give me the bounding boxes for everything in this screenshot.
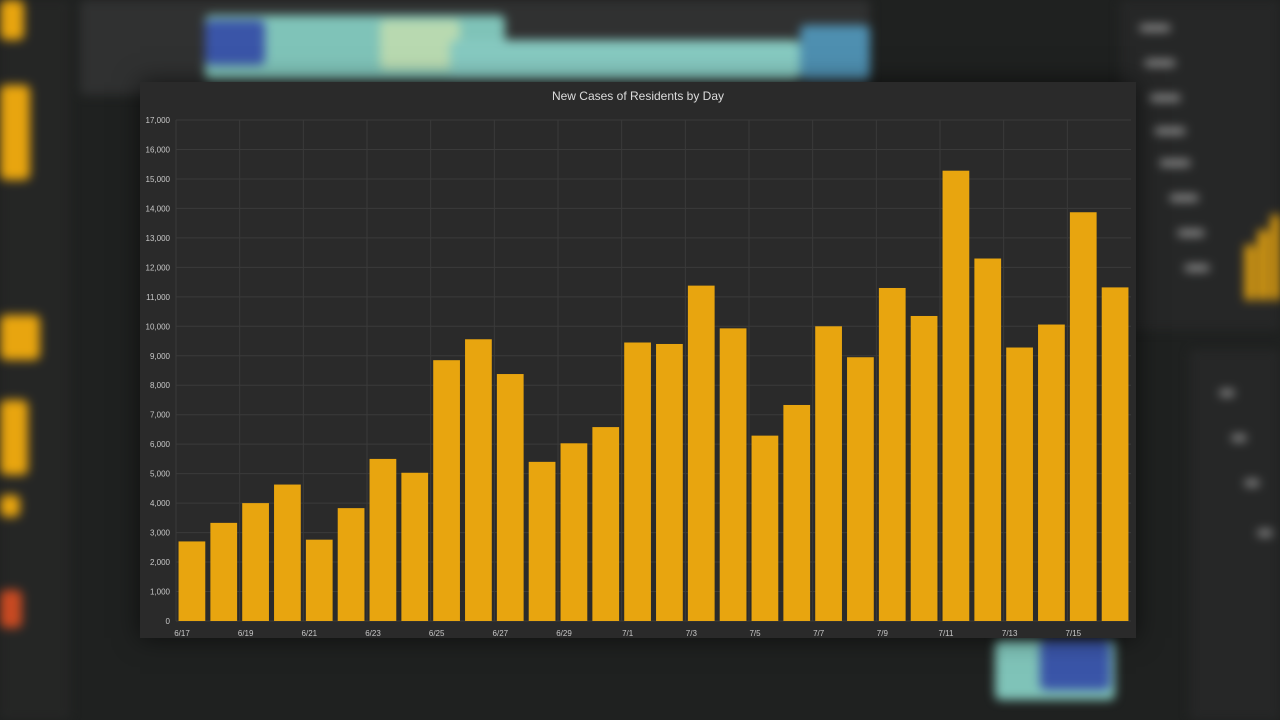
x-tick-label: 6/21	[302, 629, 318, 638]
bar-6-27	[496, 374, 524, 621]
bar-chart: 0 1,000 2,000 3,000 4,000 5,000 6,000 7,000 8,00…	[146, 116, 1131, 638]
x-tick-label: 7/15	[1066, 629, 1082, 638]
bar-6-26	[465, 339, 492, 621]
x-tick-label: 6/23	[365, 629, 381, 638]
x-tick-label: 6/19	[238, 629, 254, 638]
bar-7-16	[1101, 287, 1129, 621]
bar-6-30	[592, 427, 620, 621]
bar-7-10	[910, 315, 938, 621]
y-tick-label: 14,000	[146, 204, 171, 213]
y-tick-label: 8,000	[150, 381, 171, 390]
y-tick-label: 2,000	[150, 558, 171, 567]
bar-7-8	[847, 357, 874, 621]
y-tick-label: 6,000	[150, 440, 171, 449]
bar-6-20	[274, 484, 301, 621]
y-tick-label: 15,000	[146, 175, 171, 184]
bar-7-14	[1038, 324, 1065, 621]
bar-7-12	[974, 258, 1002, 621]
y-tick-label: 3,000	[150, 529, 171, 538]
bar-7-13	[1006, 347, 1033, 621]
y-tick-label: 16,000	[146, 145, 171, 154]
bar-6-22	[337, 508, 365, 621]
bar-6-24	[401, 472, 429, 621]
bar-7-1	[624, 342, 651, 621]
bar-6-29	[560, 443, 588, 621]
chart-card: New Cases of Residents by Day 0 1,000 2,00…	[140, 82, 1136, 638]
bar-7-6	[783, 404, 811, 621]
y-tick-label: 7,000	[150, 411, 171, 420]
bar-7-15	[1069, 212, 1097, 622]
x-tick-label: 6/29	[556, 629, 572, 638]
x-tick-label: 7/9	[877, 629, 889, 638]
bar-7-3	[687, 285, 715, 621]
chart-title: New Cases of Residents by Day	[551, 89, 725, 103]
y-tick-label: 13,000	[146, 234, 171, 243]
bar-7-9	[878, 287, 906, 621]
bar-7-4	[719, 328, 747, 621]
y-tick-label: 17,000	[146, 116, 171, 125]
bar-6-19	[242, 503, 269, 621]
bar-7-7	[815, 326, 842, 621]
x-tick-label: 6/25	[429, 629, 445, 638]
x-tick-label: 7/11	[939, 629, 955, 638]
x-tick-label: 6/27	[493, 629, 509, 638]
bar-7-2	[656, 343, 683, 621]
y-tick-label: 0	[166, 617, 171, 626]
y-tick-label: 5,000	[150, 470, 171, 479]
bar-6-28	[528, 461, 556, 621]
x-tick-label: 7/1	[622, 629, 634, 638]
x-tick-label: 7/3	[686, 629, 698, 638]
x-tick-label: 6/17	[174, 629, 190, 638]
y-tick-label: 1,000	[150, 588, 171, 597]
y-tick-label: 10,000	[146, 322, 171, 331]
bar-6-25	[433, 360, 460, 621]
bar-7-11	[942, 170, 970, 621]
y-tick-label: 4,000	[150, 499, 171, 508]
bar-6-23	[369, 458, 397, 621]
y-tick-label: 11,000	[146, 293, 170, 302]
bar-7-5	[751, 435, 779, 621]
bar-6-21	[305, 539, 333, 621]
y-tick-label: 12,000	[146, 263, 171, 272]
y-tick-label: 9,000	[150, 352, 171, 361]
bar-6-17	[178, 541, 206, 621]
x-tick-label: 7/5	[749, 629, 761, 638]
x-tick-label: 7/13	[1002, 629, 1018, 638]
bar-6-18	[210, 522, 238, 621]
x-tick-label: 7/7	[813, 629, 825, 638]
